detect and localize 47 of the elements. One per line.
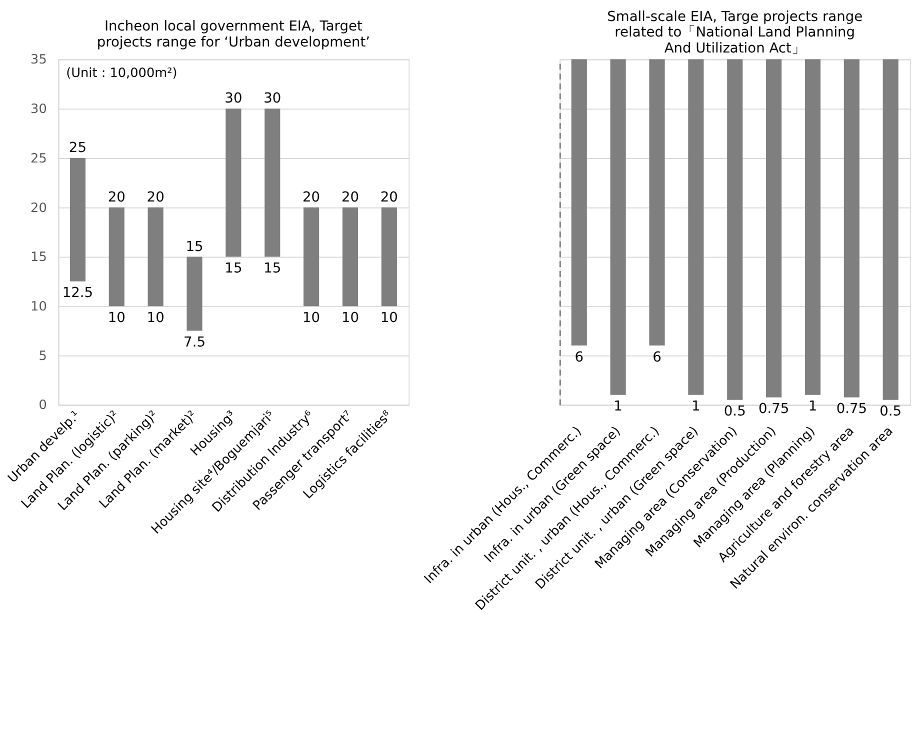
annotation: 20: [341, 189, 360, 206]
annotation: 0.5: [724, 404, 746, 420]
annotation: 10: [108, 310, 126, 326]
annotation: 10: [341, 310, 360, 326]
annotation: 25: [68, 140, 86, 156]
annotation: 6: [574, 349, 584, 366]
annotation: 1: [808, 398, 818, 415]
y-tick-label: 35: [30, 52, 47, 68]
chart-title: Incheon local government EIA, Target projects range for ‘Urban development’: [96, 18, 370, 50]
annotation: 10: [380, 310, 398, 326]
annotation: 20: [146, 189, 164, 206]
annotation: 10: [302, 310, 320, 326]
annotation: 20: [108, 189, 126, 206]
bar: [304, 207, 320, 306]
annotation: 20: [380, 189, 398, 206]
annotation: 0.75: [758, 401, 790, 418]
bar: [264, 108, 280, 257]
annotation: 7.5: [184, 334, 206, 351]
bar: [226, 108, 242, 257]
annotation: 1: [692, 398, 700, 415]
annotation: 30: [224, 90, 242, 107]
annotation: 15: [186, 238, 204, 255]
bar: [148, 207, 164, 306]
annotation: (Unit : 10,000m²): [66, 66, 178, 82]
bar: [70, 158, 86, 282]
y-tick-label: 10: [30, 300, 47, 315]
y-tick-label: 25: [30, 151, 47, 166]
annotation: 20: [302, 189, 320, 206]
y-tick-label: 5: [38, 348, 47, 364]
annotation: 6: [652, 349, 662, 366]
bar: [342, 207, 358, 306]
annotation: 15: [264, 260, 282, 277]
bar: [186, 256, 202, 331]
annotation: 10: [146, 310, 164, 326]
y-tick-label: 0: [38, 398, 47, 414]
annotation: 1: [614, 398, 622, 415]
y-tick-label: 30: [30, 102, 47, 118]
bar: [108, 207, 124, 306]
chart-title: Small-scale EIA, Targe projects range related to「National Land Planning And Utilization Act」: [607, 8, 863, 56]
y-tick-label: 20: [30, 200, 47, 216]
annotation: 15: [224, 260, 242, 277]
y-tick-label: 15: [30, 250, 47, 266]
annotation: 0.5: [880, 404, 902, 420]
annotation: 12.5: [62, 285, 94, 302]
bar: [381, 207, 397, 306]
annotation: 30: [264, 90, 282, 107]
annotation: 0.75: [836, 401, 868, 418]
